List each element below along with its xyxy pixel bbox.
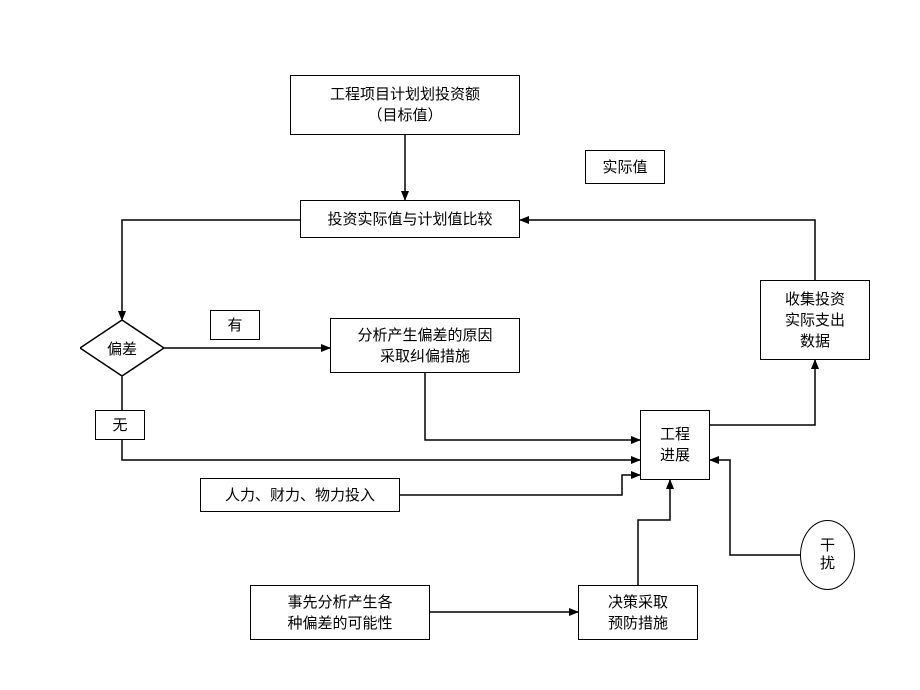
label-yes-text: 有 xyxy=(227,315,242,336)
edge-decide-progress xyxy=(638,480,670,585)
edge-collect-compare xyxy=(520,220,815,280)
node-plan: 工程项目计划划投资额（目标值） xyxy=(290,75,520,135)
node-preanalyze: 事先分析产生各种偏差的可能性 xyxy=(250,585,430,640)
edge-analyze-progress xyxy=(425,373,640,440)
node-analyze: 分析产生偏差的原因采取纠偏措施 xyxy=(330,318,520,373)
label-yes: 有 xyxy=(210,310,260,340)
node-resources: 人力、财力、物力投入 xyxy=(200,478,400,512)
node-deviation: 偏差 xyxy=(80,320,164,376)
node-disturb-text: 干扰 xyxy=(820,537,835,573)
node-progress-text: 工程进展 xyxy=(660,424,690,466)
label-no-text: 无 xyxy=(112,415,127,436)
node-deviation-text: 偏差 xyxy=(107,338,137,359)
node-progress: 工程进展 xyxy=(640,410,710,480)
edge-progress-collect xyxy=(710,360,815,425)
node-plan-text: 工程项目计划划投资额（目标值） xyxy=(330,84,480,126)
node-resources-text: 人力、财力、物力投入 xyxy=(225,485,375,506)
node-collect: 收集投资实际支出数据 xyxy=(760,280,870,360)
node-decide: 决策采取预防措施 xyxy=(578,585,698,640)
node-analyze-text: 分析产生偏差的原因采取纠偏措施 xyxy=(357,325,492,367)
node-compare: 投资实际值与计划值比较 xyxy=(300,200,520,238)
node-actual-label-text: 实际值 xyxy=(602,157,647,178)
node-actual-label: 实际值 xyxy=(585,150,665,184)
flowchart-canvas: 工程项目计划划投资额（目标值） 实际值 投资实际值与计划值比较 偏差 有 无 分… xyxy=(0,0,920,690)
node-collect-text: 收集投资实际支出数据 xyxy=(785,289,845,352)
node-preanalyze-text: 事先分析产生各种偏差的可能性 xyxy=(287,592,392,634)
label-no: 无 xyxy=(95,410,145,440)
edge-disturb-progress xyxy=(710,460,800,555)
node-decide-text: 决策采取预防措施 xyxy=(608,592,668,634)
node-compare-text: 投资实际值与计划值比较 xyxy=(327,209,492,230)
edge-compare-deviation xyxy=(122,220,300,320)
edge-resources-progress xyxy=(400,475,640,495)
edge-deviation-progress xyxy=(122,376,640,460)
node-disturb: 干扰 xyxy=(800,520,855,590)
